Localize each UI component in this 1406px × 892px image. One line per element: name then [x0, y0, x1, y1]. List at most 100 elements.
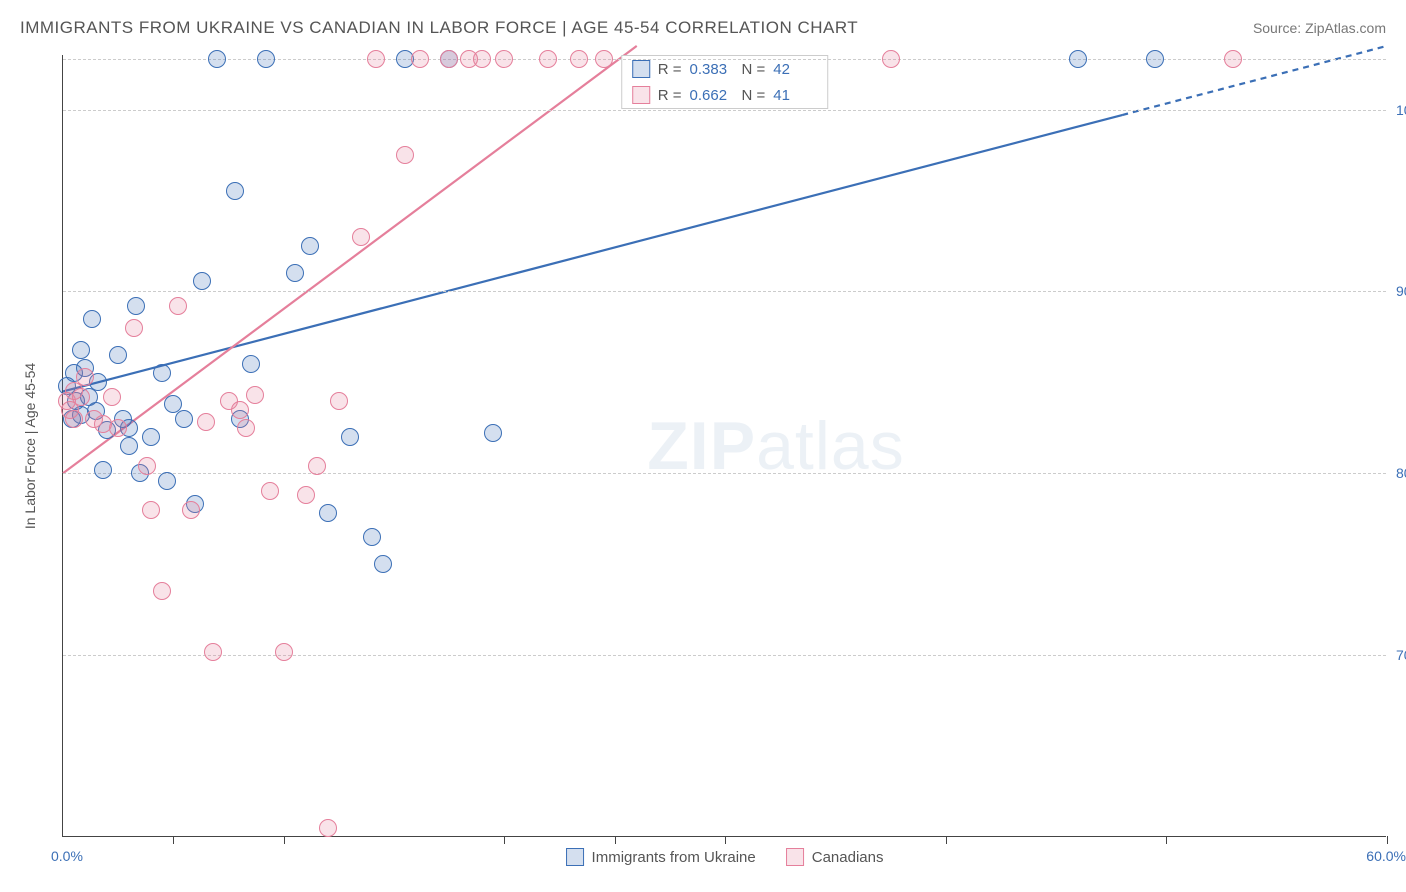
gridline	[63, 291, 1386, 292]
data-point	[138, 457, 156, 475]
data-point	[301, 237, 319, 255]
stats-box: R = 0.383 N = 42 R = 0.662 N = 41	[621, 55, 829, 109]
data-point	[109, 346, 127, 364]
x-tick	[615, 836, 616, 844]
stats-n-label: N =	[742, 87, 766, 104]
data-point	[142, 501, 160, 519]
x-tick	[504, 836, 505, 844]
legend-label: Canadians	[812, 849, 884, 866]
data-point	[257, 50, 275, 68]
data-point	[169, 297, 187, 315]
data-point	[374, 555, 392, 573]
scatter-plot: ZIPatlas R = 0.383 N = 42 R = 0.662 N = …	[62, 55, 1386, 837]
data-point	[158, 472, 176, 490]
x-axis-min-label: 0.0%	[51, 848, 83, 864]
data-point	[396, 146, 414, 164]
data-point	[363, 528, 381, 546]
data-point	[204, 643, 222, 661]
data-point	[286, 264, 304, 282]
data-point	[182, 501, 200, 519]
data-point	[367, 50, 385, 68]
data-point	[76, 368, 94, 386]
gridline	[63, 473, 1386, 474]
swatch-icon	[632, 86, 650, 104]
data-point	[197, 413, 215, 431]
data-point	[330, 392, 348, 410]
stats-n-value: 41	[773, 87, 817, 104]
data-point	[208, 50, 226, 68]
stats-row: R = 0.383 N = 42	[622, 56, 828, 82]
data-point	[237, 419, 255, 437]
data-point	[595, 50, 613, 68]
data-point	[341, 428, 359, 446]
data-point	[72, 388, 90, 406]
y-axis-label: In Labor Force | Age 45-54	[22, 363, 38, 529]
data-point	[226, 182, 244, 200]
gridline	[63, 110, 1386, 111]
stats-row: R = 0.662 N = 41	[622, 82, 828, 108]
y-tick-label: 80.0%	[1396, 465, 1406, 481]
stats-n-value: 42	[773, 61, 817, 78]
stats-r-value: 0.662	[690, 87, 734, 104]
data-point	[83, 310, 101, 328]
data-point	[539, 50, 557, 68]
data-point	[103, 388, 121, 406]
data-point	[352, 228, 370, 246]
data-point	[242, 355, 260, 373]
x-tick	[946, 836, 947, 844]
data-point	[193, 272, 211, 290]
data-point	[1069, 50, 1087, 68]
data-point	[65, 410, 83, 428]
legend-label: Immigrants from Ukraine	[592, 849, 756, 866]
data-point	[297, 486, 315, 504]
y-tick-label: 100.0%	[1396, 102, 1406, 118]
legend-item: Canadians	[786, 848, 884, 866]
data-point	[246, 386, 264, 404]
x-axis-max-label: 60.0%	[1366, 848, 1406, 864]
data-point	[1224, 50, 1242, 68]
swatch-icon	[786, 848, 804, 866]
page-title: IMMIGRANTS FROM UKRAINE VS CANADIAN IN L…	[20, 18, 858, 38]
data-point	[473, 50, 491, 68]
data-point	[120, 437, 138, 455]
stats-r-label: R =	[658, 87, 682, 104]
data-point	[484, 424, 502, 442]
stats-r-label: R =	[658, 61, 682, 78]
y-tick-label: 90.0%	[1396, 283, 1406, 299]
swatch-icon	[566, 848, 584, 866]
trend-lines	[63, 55, 1386, 836]
y-tick-label: 70.0%	[1396, 647, 1406, 663]
stats-n-label: N =	[742, 61, 766, 78]
data-point	[142, 428, 160, 446]
data-point	[319, 819, 337, 837]
x-tick	[284, 836, 285, 844]
data-point	[153, 582, 171, 600]
x-tick	[725, 836, 726, 844]
data-point	[127, 297, 145, 315]
trend-line	[63, 115, 1122, 391]
data-point	[319, 504, 337, 522]
x-tick	[1387, 836, 1388, 844]
data-point	[1146, 50, 1164, 68]
data-point	[231, 401, 249, 419]
data-point	[440, 50, 458, 68]
data-point	[882, 50, 900, 68]
data-point	[94, 461, 112, 479]
data-point	[109, 419, 127, 437]
swatch-icon	[632, 60, 650, 78]
data-point	[261, 482, 279, 500]
data-point	[495, 50, 513, 68]
gridline	[63, 655, 1386, 656]
data-point	[125, 319, 143, 337]
legend: Immigrants from Ukraine Canadians	[566, 848, 884, 866]
data-point	[175, 410, 193, 428]
x-tick	[1166, 836, 1167, 844]
data-point	[570, 50, 588, 68]
data-point	[72, 341, 90, 359]
data-point	[411, 50, 429, 68]
x-tick	[173, 836, 174, 844]
data-point	[153, 364, 171, 382]
legend-item: Immigrants from Ukraine	[566, 848, 756, 866]
data-point	[308, 457, 326, 475]
source-label: Source: ZipAtlas.com	[1253, 20, 1386, 36]
